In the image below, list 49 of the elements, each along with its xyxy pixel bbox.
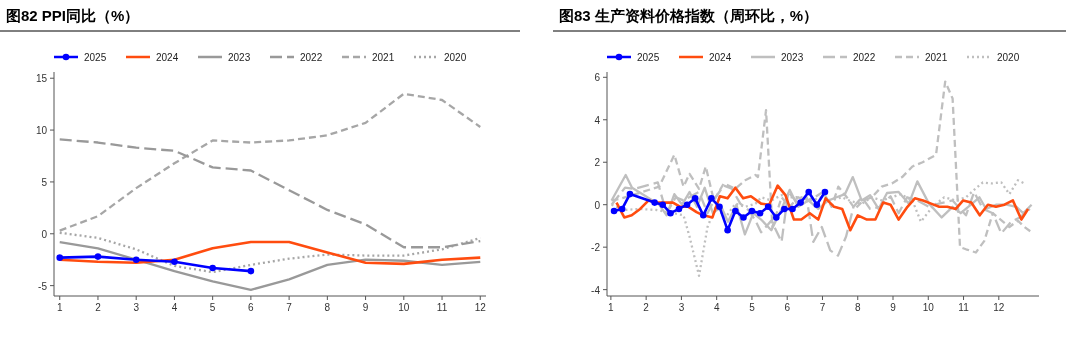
legend-label: 2025 <box>84 51 107 63</box>
y-tick-label: 0 <box>41 228 48 240</box>
y-tick-label: 2 <box>594 157 601 169</box>
legend-label: 2024 <box>156 51 179 63</box>
x-tick-label: 12 <box>993 302 1005 313</box>
legend-label: 2023 <box>228 51 251 63</box>
y-tick-label: -5 <box>38 280 48 292</box>
legend-label: 2021 <box>925 51 948 63</box>
x-tick-label: 8 <box>854 302 861 313</box>
y-tick-label: 4 <box>594 114 601 126</box>
x-tick-label: 4 <box>713 302 720 313</box>
x-tick-label: 9 <box>890 302 897 313</box>
y-tick-label: -4 <box>591 284 601 296</box>
legend-label: 2020 <box>997 51 1020 63</box>
x-tick-label: 2 <box>643 302 650 313</box>
legend-label: 2025 <box>637 51 660 63</box>
legend-label: 2022 <box>300 51 323 63</box>
legend-label: 2024 <box>709 51 732 63</box>
x-tick-label: 4 <box>171 302 178 313</box>
legend-label: 2023 <box>781 51 804 63</box>
x-tick-label: 2 <box>95 302 102 313</box>
y-tick-label: 10 <box>35 125 48 137</box>
x-tick-label: 11 <box>958 302 970 313</box>
x-tick-label: 3 <box>133 302 140 313</box>
x-tick-label: 1 <box>56 302 63 313</box>
x-tick-label: 11 <box>436 302 448 313</box>
x-tick-label: 8 <box>324 302 331 313</box>
legend-label: 2020 <box>444 51 467 63</box>
y-tick-label: 0 <box>594 199 601 211</box>
x-tick-label: 10 <box>398 302 410 313</box>
x-tick-label: 12 <box>474 302 487 313</box>
x-tick-label: 9 <box>362 302 369 313</box>
x-tick-label: 6 <box>784 302 791 313</box>
x-tick-label: 5 <box>209 302 216 313</box>
legend-label: 2022 <box>853 51 876 63</box>
y-tick-label: 15 <box>35 73 48 85</box>
y-tick-label: 6 <box>594 72 601 84</box>
x-tick-label: 5 <box>749 302 756 313</box>
x-tick-label: 6 <box>248 302 255 313</box>
x-tick-label: 7 <box>286 302 293 313</box>
y-tick-label: -2 <box>591 242 601 254</box>
y-tick-label: 5 <box>41 176 48 188</box>
chart-title: 图83 生产资料价格指数（周环比，%） <box>559 7 819 24</box>
x-tick-label: 3 <box>678 302 685 313</box>
x-tick-label: 7 <box>819 302 826 313</box>
legend-label: 2021 <box>372 51 395 63</box>
chart-title: 图82 PPI同比（%） <box>6 7 140 24</box>
x-tick-label: 1 <box>608 302 615 313</box>
x-tick-label: 10 <box>922 302 935 313</box>
